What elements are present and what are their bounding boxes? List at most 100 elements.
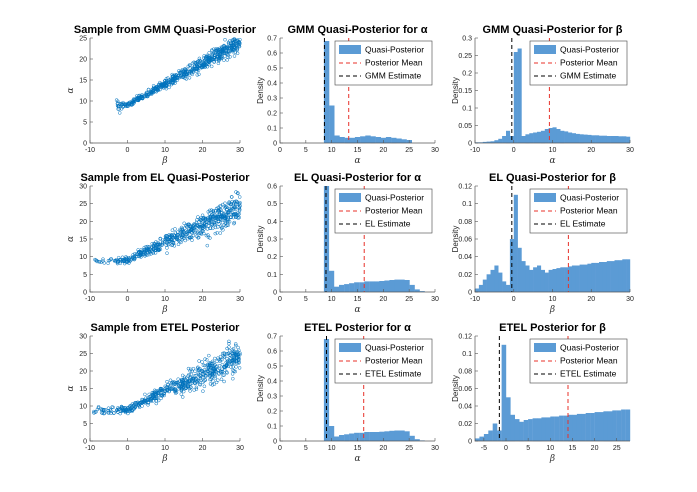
data-point [220,210,224,215]
data-point [228,202,233,207]
legend: Quasi-Posterior Posterior Mean EL Estimate [529,188,628,234]
data-point [219,204,223,208]
data-point [211,367,216,371]
data-point [197,56,202,61]
scatter-points [92,339,242,416]
data-point [236,352,241,356]
data-point [192,388,196,392]
data-point [197,72,201,77]
data-point [102,261,107,265]
data-point [210,223,215,227]
data-point [121,257,126,262]
data-point [205,362,210,367]
data-point [232,358,236,363]
data-point [153,248,158,252]
y-tick-label: 0.7 [267,334,277,341]
data-point [133,405,138,410]
data-point [211,379,215,383]
data-point [237,202,242,206]
y-tick-label: 0.1 [462,201,472,208]
data-point [146,400,150,405]
y-axis-label: Density [256,226,265,253]
panel-6: EL Quasi-Posterior for β Quasi-Posterior P… [451,172,634,315]
data-point [178,228,183,233]
x-tick-label: 25 [613,445,621,452]
data-point [132,97,136,101]
x-tick-label: 0 [126,445,130,452]
x-tick-label: 10 [549,296,557,303]
panel-title: ETEL Posterior for α [304,322,411,334]
data-point [212,367,216,371]
histogram-bar [374,281,380,292]
data-point [164,243,168,247]
data-point [191,366,196,371]
data-point [220,351,225,356]
x-tick-label: 30 [431,296,439,303]
data-point [175,381,180,385]
x-tick-label: 10 [161,296,169,303]
data-point [143,94,148,98]
data-point [213,222,217,227]
histogram-bar [414,289,420,292]
data-point [100,411,105,415]
y-tick-label: 0.02 [458,421,472,428]
data-point [116,406,120,410]
histogram-bar [479,436,484,441]
x-tick-label: 0 [512,296,516,303]
histogram-bar [544,129,549,143]
histogram-bar [590,413,595,441]
data-point [196,235,201,240]
data-point [199,232,204,236]
data-point [209,213,214,217]
x-tick-label: 20 [587,296,595,303]
data-point [197,367,201,371]
histogram-bar [541,417,546,441]
data-point [199,368,204,373]
x-tick-label: 25 [405,296,413,303]
histogram-bar [517,247,522,292]
y-tick-label: 0.2 [267,111,277,118]
data-point [232,54,237,58]
data-point [210,373,215,378]
y-tick-label: 0 [273,439,277,446]
legend-label: Posterior Mean [365,206,423,216]
data-point [225,44,230,49]
data-point [166,76,170,80]
y-tick-label: 0 [273,290,277,297]
histogram-bar [514,419,520,441]
histogram-bar [568,266,573,292]
histogram-bar [396,138,402,143]
histogram-bar [488,430,493,441]
data-point [195,73,200,77]
data-point [130,405,134,410]
histogram-bar [323,41,330,143]
y-tick-label: 0 [83,141,87,148]
data-point [125,260,130,264]
y-tick-label: 0.4 [267,81,277,88]
y-tick-label: 0.6 [267,184,277,191]
data-point [157,248,161,253]
data-point [119,406,124,410]
histogram-bar [364,432,370,441]
data-point [121,100,125,105]
histogram-bar [626,259,631,292]
histogram-bar [394,430,400,441]
data-point [209,208,214,212]
legend-label: Posterior Mean [365,356,423,366]
panel-9: ETEL Posterior for β Quasi-Posterior Poste… [451,322,631,464]
histogram-bar [560,267,565,292]
data-point [130,402,135,406]
data-point [146,249,150,254]
legend-swatch-histogram [534,343,556,352]
data-point [227,50,231,55]
y-tick-label: 20 [79,369,87,376]
histogram-bars [323,186,425,292]
data-point [218,231,223,235]
data-point [215,231,219,235]
data-point [182,235,186,240]
data-point [138,249,143,254]
data-point [108,408,113,412]
data-point [163,234,168,239]
legend: Quasi-Posterior Posterior Mean EL Estimate [334,188,433,234]
x-tick-label: 20 [591,445,599,452]
